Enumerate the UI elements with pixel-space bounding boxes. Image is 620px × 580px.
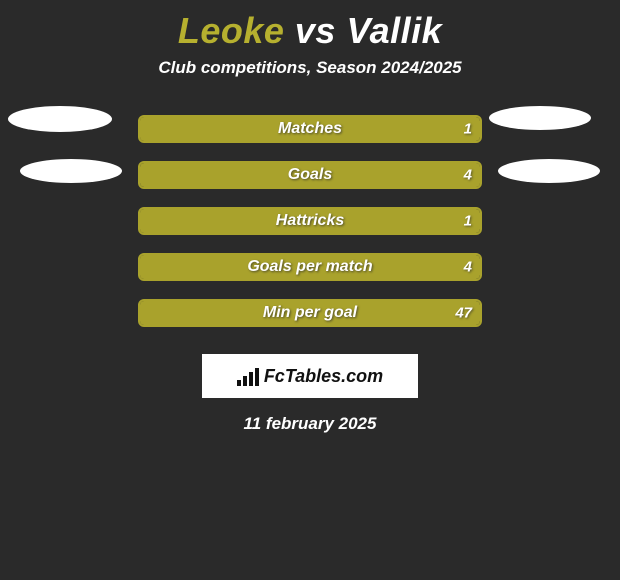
stat-value-right: 1 (464, 121, 472, 138)
logo-bar-segment (243, 376, 247, 386)
logo-bar-segment (237, 380, 241, 386)
page-title: Leoke vs Vallik (0, 0, 620, 58)
stat-row: Hattricks 1 (0, 198, 620, 244)
logo-bar-segment (255, 368, 259, 386)
stat-label: Goals (288, 166, 332, 184)
stat-bar: Hattricks 1 (138, 207, 482, 235)
stat-value-right: 4 (464, 167, 472, 184)
stat-row: Min per goal 47 (0, 290, 620, 336)
stats-container: Matches 1 Goals 4 Hattricks 1 Goals per match 4… (0, 106, 620, 336)
fctables-logo: FcTables.com (202, 354, 418, 398)
stat-row: Matches 1 (0, 106, 620, 152)
stat-row: Goals per match 4 (0, 244, 620, 290)
stat-row: Goals 4 (0, 152, 620, 198)
stat-label: Hattricks (276, 212, 344, 230)
subtitle: Club competitions, Season 2024/2025 (0, 58, 620, 106)
stat-bar: Matches 1 (138, 115, 482, 143)
logo-bar-segment (249, 372, 253, 386)
logo-text: FcTables.com (264, 366, 383, 387)
stat-value-right: 4 (464, 259, 472, 276)
stat-value-right: 47 (455, 305, 472, 322)
title-right-player: Vallik (346, 10, 442, 51)
stat-bar: Goals per match 4 (138, 253, 482, 281)
stat-label: Matches (278, 120, 342, 138)
stat-label: Goals per match (247, 258, 372, 276)
stat-bar: Min per goal 47 (138, 299, 482, 327)
stat-label: Min per goal (263, 304, 357, 322)
date-line: 11 february 2025 (0, 414, 620, 434)
title-left-player: Leoke (178, 10, 285, 51)
title-vs: vs (295, 10, 347, 51)
stat-value-right: 1 (464, 213, 472, 230)
logo-bars-icon (237, 366, 259, 386)
stat-bar: Goals 4 (138, 161, 482, 189)
